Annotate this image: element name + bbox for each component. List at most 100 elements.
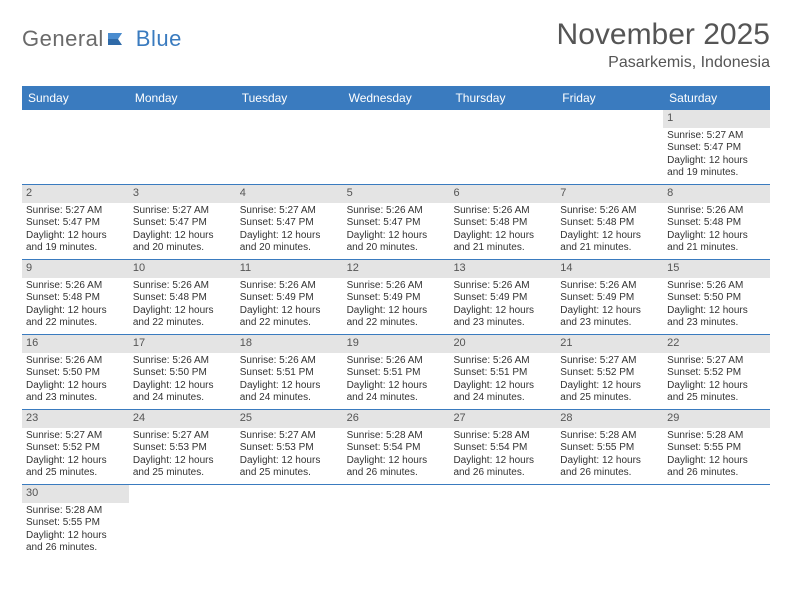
cell-body: Sunrise: 5:28 AMSunset: 5:55 PMDaylight:… [663, 428, 770, 484]
calendar-cell: . [556, 485, 663, 559]
cell-body: Sunrise: 5:26 AMSunset: 5:48 PMDaylight:… [129, 278, 236, 334]
cell-body: Sunrise: 5:26 AMSunset: 5:48 PMDaylight:… [22, 278, 129, 334]
cell-body: Sunrise: 5:27 AMSunset: 5:47 PMDaylight:… [129, 203, 236, 259]
calendar-cell: 17Sunrise: 5:26 AMSunset: 5:50 PMDayligh… [129, 335, 236, 409]
dayname: Wednesday [343, 86, 450, 110]
date-number: 5 [343, 185, 450, 203]
calendar-cell: 2Sunrise: 5:27 AMSunset: 5:47 PMDaylight… [22, 185, 129, 259]
cell-body: Sunrise: 5:27 AMSunset: 5:47 PMDaylight:… [236, 203, 343, 259]
cell-body: Sunrise: 5:28 AMSunset: 5:55 PMDaylight:… [556, 428, 663, 484]
cell-body: Sunrise: 5:26 AMSunset: 5:49 PMDaylight:… [236, 278, 343, 334]
cell-body: Sunrise: 5:26 AMSunset: 5:48 PMDaylight:… [663, 203, 770, 259]
date-number: 30 [22, 485, 129, 503]
calendar-cell: 12Sunrise: 5:26 AMSunset: 5:49 PMDayligh… [343, 260, 450, 334]
date-number: 3 [129, 185, 236, 203]
date-number: 7 [556, 185, 663, 203]
date-number: 29 [663, 410, 770, 428]
calendar-cell: . [129, 485, 236, 559]
date-number: 23 [22, 410, 129, 428]
calendar-cell: 6Sunrise: 5:26 AMSunset: 5:48 PMDaylight… [449, 185, 556, 259]
date-number: 22 [663, 335, 770, 353]
calendar-cell: 7Sunrise: 5:26 AMSunset: 5:48 PMDaylight… [556, 185, 663, 259]
date-number: 1 [663, 110, 770, 128]
calendar-cell: 20Sunrise: 5:26 AMSunset: 5:51 PMDayligh… [449, 335, 556, 409]
calendar-cell: . [449, 485, 556, 559]
calendar-cell: . [236, 110, 343, 184]
calendar-cell: 9Sunrise: 5:26 AMSunset: 5:48 PMDaylight… [22, 260, 129, 334]
week-row: 9Sunrise: 5:26 AMSunset: 5:48 PMDaylight… [22, 260, 770, 335]
calendar-cell: . [663, 485, 770, 559]
calendar-cell: 18Sunrise: 5:26 AMSunset: 5:51 PMDayligh… [236, 335, 343, 409]
date-number: 24 [129, 410, 236, 428]
date-number: 25 [236, 410, 343, 428]
month-title: November 2025 [557, 18, 770, 52]
cell-body: Sunrise: 5:26 AMSunset: 5:50 PMDaylight:… [22, 353, 129, 409]
week-row: ......1Sunrise: 5:27 AMSunset: 5:47 PMDa… [22, 110, 770, 185]
date-number: 21 [556, 335, 663, 353]
calendar-cell: . [343, 485, 450, 559]
date-number: 19 [343, 335, 450, 353]
week-row: 30Sunrise: 5:28 AMSunset: 5:55 PMDayligh… [22, 485, 770, 559]
logo-text-blue: Blue [136, 26, 182, 52]
week-row: 16Sunrise: 5:26 AMSunset: 5:50 PMDayligh… [22, 335, 770, 410]
cell-body: Sunrise: 5:26 AMSunset: 5:51 PMDaylight:… [236, 353, 343, 409]
date-number: 28 [556, 410, 663, 428]
calendar-cell: 4Sunrise: 5:27 AMSunset: 5:47 PMDaylight… [236, 185, 343, 259]
cell-body: Sunrise: 5:28 AMSunset: 5:54 PMDaylight:… [449, 428, 556, 484]
calendar-cell: . [129, 110, 236, 184]
calendar-cell: 26Sunrise: 5:28 AMSunset: 5:54 PMDayligh… [343, 410, 450, 484]
week-row: 2Sunrise: 5:27 AMSunset: 5:47 PMDaylight… [22, 185, 770, 260]
date-number: 10 [129, 260, 236, 278]
date-number: 18 [236, 335, 343, 353]
date-number: 8 [663, 185, 770, 203]
cell-body: Sunrise: 5:26 AMSunset: 5:48 PMDaylight:… [556, 203, 663, 259]
dayname: Tuesday [236, 86, 343, 110]
flag-icon [108, 30, 132, 48]
calendar-cell: 15Sunrise: 5:26 AMSunset: 5:50 PMDayligh… [663, 260, 770, 334]
date-number: 26 [343, 410, 450, 428]
calendar-cell: 29Sunrise: 5:28 AMSunset: 5:55 PMDayligh… [663, 410, 770, 484]
calendar-cell: . [343, 110, 450, 184]
cell-body: Sunrise: 5:28 AMSunset: 5:55 PMDaylight:… [22, 503, 129, 559]
cell-body: Sunrise: 5:26 AMSunset: 5:51 PMDaylight:… [343, 353, 450, 409]
calendar-cell: 19Sunrise: 5:26 AMSunset: 5:51 PMDayligh… [343, 335, 450, 409]
dayname-row: SundayMondayTuesdayWednesdayThursdayFrid… [22, 86, 770, 110]
calendar-cell: . [556, 110, 663, 184]
calendar-cell: 11Sunrise: 5:26 AMSunset: 5:49 PMDayligh… [236, 260, 343, 334]
dayname: Sunday [22, 86, 129, 110]
date-number: 15 [663, 260, 770, 278]
date-number: 4 [236, 185, 343, 203]
date-number: 27 [449, 410, 556, 428]
cell-body: Sunrise: 5:27 AMSunset: 5:53 PMDaylight:… [236, 428, 343, 484]
week-row: 23Sunrise: 5:27 AMSunset: 5:52 PMDayligh… [22, 410, 770, 485]
dayname: Saturday [663, 86, 770, 110]
calendar-cell: 5Sunrise: 5:26 AMSunset: 5:47 PMDaylight… [343, 185, 450, 259]
calendar-cell: 28Sunrise: 5:28 AMSunset: 5:55 PMDayligh… [556, 410, 663, 484]
logo-text-general: General [22, 26, 104, 52]
cell-body: Sunrise: 5:26 AMSunset: 5:49 PMDaylight:… [556, 278, 663, 334]
date-number: 16 [22, 335, 129, 353]
cell-body: Sunrise: 5:27 AMSunset: 5:53 PMDaylight:… [129, 428, 236, 484]
date-number: 9 [22, 260, 129, 278]
calendar-cell: 1Sunrise: 5:27 AMSunset: 5:47 PMDaylight… [663, 110, 770, 184]
calendar-cell: 3Sunrise: 5:27 AMSunset: 5:47 PMDaylight… [129, 185, 236, 259]
cell-body: Sunrise: 5:27 AMSunset: 5:52 PMDaylight:… [22, 428, 129, 484]
dayname: Monday [129, 86, 236, 110]
date-number: 11 [236, 260, 343, 278]
calendar-cell: 22Sunrise: 5:27 AMSunset: 5:52 PMDayligh… [663, 335, 770, 409]
weeks-container: ......1Sunrise: 5:27 AMSunset: 5:47 PMDa… [22, 110, 770, 559]
date-number: 6 [449, 185, 556, 203]
cell-body: Sunrise: 5:27 AMSunset: 5:52 PMDaylight:… [663, 353, 770, 409]
calendar-cell: . [449, 110, 556, 184]
calendar-cell: 10Sunrise: 5:26 AMSunset: 5:48 PMDayligh… [129, 260, 236, 334]
date-number: 14 [556, 260, 663, 278]
date-number: 20 [449, 335, 556, 353]
calendar-cell: . [236, 485, 343, 559]
cell-body: Sunrise: 5:26 AMSunset: 5:50 PMDaylight:… [129, 353, 236, 409]
calendar-cell: 30Sunrise: 5:28 AMSunset: 5:55 PMDayligh… [22, 485, 129, 559]
cell-body: Sunrise: 5:26 AMSunset: 5:49 PMDaylight:… [449, 278, 556, 334]
calendar-cell: 25Sunrise: 5:27 AMSunset: 5:53 PMDayligh… [236, 410, 343, 484]
calendar: SundayMondayTuesdayWednesdayThursdayFrid… [22, 86, 770, 559]
calendar-cell: 27Sunrise: 5:28 AMSunset: 5:54 PMDayligh… [449, 410, 556, 484]
cell-body: Sunrise: 5:27 AMSunset: 5:47 PMDaylight:… [22, 203, 129, 259]
